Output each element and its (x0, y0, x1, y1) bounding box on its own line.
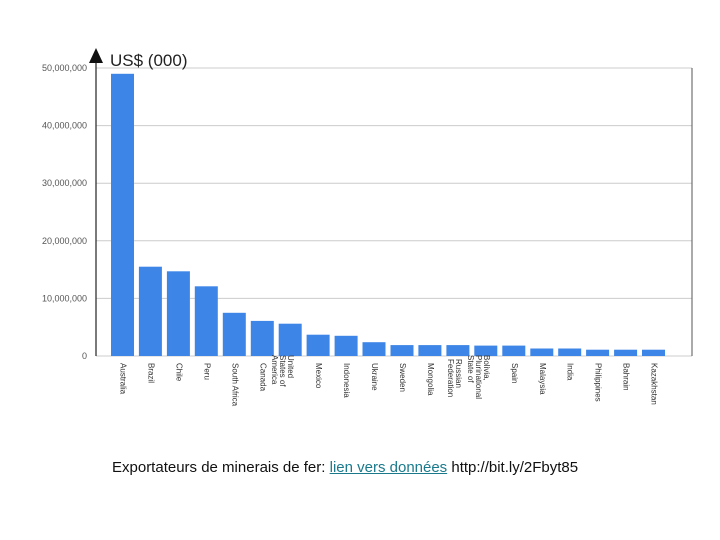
category-label: Kazakhstan (650, 363, 659, 405)
y-tick-labels: 0 10,000,000 20,000,000 30,000,000 40,000,00… (42, 63, 87, 361)
caption-text: Exportateurs de minerais de fer: (112, 459, 330, 476)
bar (334, 335, 358, 356)
y-tick-label: 0 (82, 351, 87, 361)
bar (642, 349, 665, 356)
category-label: Philippines (594, 363, 603, 402)
bar (278, 323, 302, 356)
category-label: Australia (119, 363, 128, 395)
category-label-line: Bolivia, (482, 355, 491, 381)
y-axis-arrow-icon (89, 48, 103, 63)
y-tick-label: 30,000,000 (42, 178, 87, 188)
bar (166, 271, 190, 356)
category-label-line: Federation (446, 359, 455, 397)
data-link[interactable]: lien vers données (329, 459, 448, 476)
bar (111, 73, 134, 357)
category-label-line: United (286, 355, 295, 378)
category-label: UnitedStates ofAmerica (270, 355, 295, 387)
category-label-line: Russian (454, 359, 463, 388)
y-tick-label: 10,000,000 (42, 293, 87, 303)
y-tick-label: 50,000,000 (42, 63, 87, 73)
caption-url: http://bit.ly/2Fbyt85 (447, 459, 579, 476)
bar (306, 334, 330, 356)
category-label-line: States of (278, 355, 287, 387)
category-label-line: Plurinational (474, 355, 483, 399)
category-label: Mongolia (426, 363, 435, 396)
unit-label: US$ (000) (110, 51, 187, 70)
category-label-line: State of (466, 355, 475, 383)
category-label: RussianFederation (446, 359, 463, 397)
bar (194, 286, 218, 356)
bar (446, 345, 470, 356)
y-tick-label: 20,000,000 (42, 236, 87, 246)
bar (614, 349, 638, 356)
category-label: Indonesia (342, 363, 351, 398)
category-label-line: America (270, 355, 279, 385)
bar (418, 345, 442, 356)
bar (474, 345, 498, 356)
category-label: Bahrain (622, 363, 631, 391)
category-label: South Africa (230, 363, 239, 407)
category-label: India (566, 363, 575, 381)
bar (502, 345, 526, 356)
category-label: Brazil (146, 363, 155, 383)
axes: US$ (000) (89, 48, 693, 356)
category-label: Sweden (398, 363, 407, 392)
category-label: Ukraine (370, 363, 379, 391)
category-label: Canada (258, 363, 267, 392)
bar (222, 312, 246, 356)
category-label: Spain (510, 363, 519, 383)
category-label: Malaysia (538, 363, 547, 395)
bar (586, 349, 610, 356)
bar (390, 345, 414, 356)
category-label: Mexico (314, 363, 323, 389)
category-label: Peru (202, 363, 211, 380)
bar (530, 348, 554, 356)
bar (558, 348, 582, 356)
category-label: Bolivia,PlurinationalState of (466, 355, 491, 399)
bar (362, 342, 386, 356)
bar (138, 266, 162, 356)
bars (111, 73, 665, 357)
category-label: Chile (174, 363, 183, 382)
bar (250, 320, 274, 356)
category-labels: Australia Brazil Chile Peru South Africa Cana… (119, 355, 659, 407)
chart-caption: Exportateurs de minerais de fer: lien ve… (112, 459, 712, 476)
y-tick-label: 40,000,000 (42, 121, 87, 131)
